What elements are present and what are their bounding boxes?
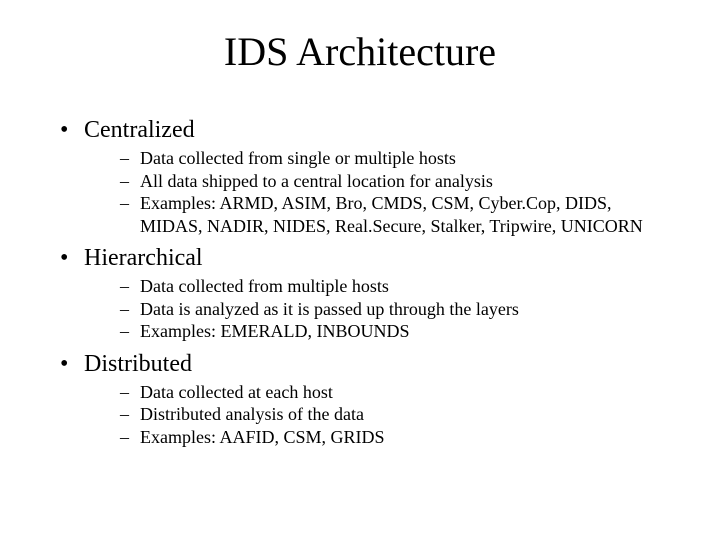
list-item: Data collected at each host bbox=[120, 381, 660, 404]
section-hierarchical: Hierarchical Data collected from multipl… bbox=[60, 243, 660, 343]
list-item: Examples: AAFID, CSM, GRIDS bbox=[120, 426, 660, 449]
section-heading: Distributed bbox=[84, 351, 192, 377]
list-item: All data shipped to a central location f… bbox=[120, 170, 660, 193]
section-distributed: Distributed Data collected at each host … bbox=[60, 349, 660, 449]
list-item: Data is analyzed as it is passed up thro… bbox=[120, 298, 660, 321]
section-centralized: Centralized Data collected from single o… bbox=[60, 115, 660, 237]
bullet-list-level2: Data collected from single or multiple h… bbox=[84, 147, 660, 237]
bullet-list-level2: Data collected from multiple hosts Data … bbox=[84, 275, 660, 343]
list-item: Data collected from single or multiple h… bbox=[120, 147, 660, 170]
list-item: Data collected from multiple hosts bbox=[120, 275, 660, 298]
slide-title: IDS Architecture bbox=[60, 28, 660, 75]
section-heading: Hierarchical bbox=[84, 245, 203, 271]
list-item: Examples: EMERALD, INBOUNDS bbox=[120, 320, 660, 343]
section-heading: Centralized bbox=[84, 117, 195, 143]
list-item: Distributed analysis of the data bbox=[120, 403, 660, 426]
list-item: Examples: ARMD, ASIM, Bro, CMDS, CSM, Cy… bbox=[120, 192, 660, 237]
bullet-list-level2: Data collected at each host Distributed … bbox=[84, 381, 660, 449]
bullet-list-level1: Centralized Data collected from single o… bbox=[60, 115, 660, 448]
slide: IDS Architecture Centralized Data collec… bbox=[0, 0, 720, 540]
